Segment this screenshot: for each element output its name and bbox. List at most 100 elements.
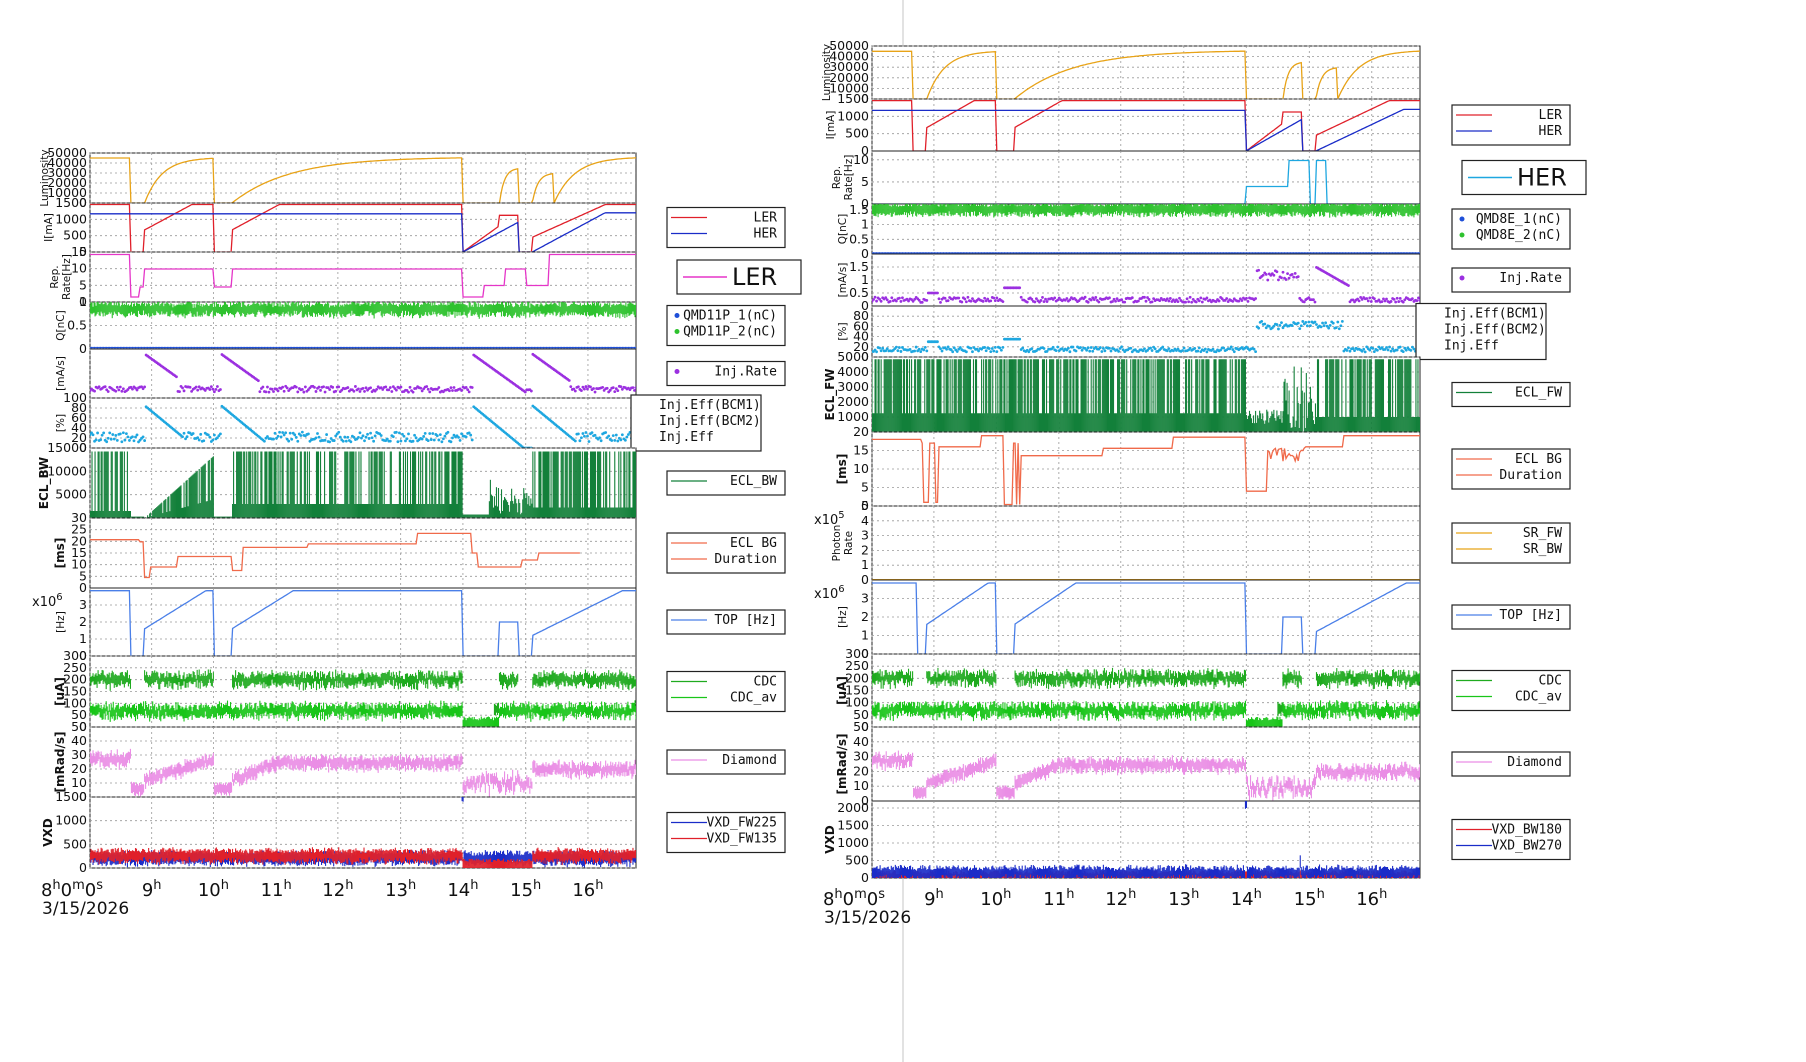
series-inj-rate-point xyxy=(358,390,362,393)
series-qmd11p-1-nc--point xyxy=(418,346,421,349)
series-inj-eff-point xyxy=(349,440,353,444)
legend-label: QMD11P_1(nC) xyxy=(683,309,777,324)
series-inj-rate-point xyxy=(573,389,577,393)
series-inj-rate-point xyxy=(369,386,372,390)
legend-label: Inj.Rate xyxy=(714,365,777,380)
series-qmd11p-1-nc--point xyxy=(535,346,537,349)
series-inj-eff-point xyxy=(323,438,327,442)
series-qmd11p-1-nc--point xyxy=(143,346,146,349)
series-qmd11p-1-nc--point xyxy=(525,346,528,349)
series-inj-eff-point xyxy=(396,440,400,444)
series-inj-eff-point xyxy=(294,436,298,439)
series-inj-eff-point xyxy=(613,438,617,442)
y-tick-label: 40 xyxy=(71,733,87,748)
y-tick-label: 5000 xyxy=(55,487,87,502)
series-qmd11p-1-nc--point xyxy=(491,346,493,349)
series-qmd11p-1-nc--point xyxy=(395,346,398,349)
series-inj-eff-point xyxy=(402,434,406,438)
series-qmd11p-1-nc--point xyxy=(290,346,293,349)
series-inj-eff-point xyxy=(282,433,286,437)
series-qmd11p-1-nc--point xyxy=(450,346,452,349)
series-qmd11p-1-nc--point xyxy=(107,346,110,349)
series-inj-eff-point xyxy=(299,434,303,437)
series-inj-eff-point xyxy=(352,435,356,439)
series-inj-eff-point xyxy=(263,439,266,443)
series-qmd11p-1-nc--point xyxy=(158,346,161,349)
series-inj-eff-point xyxy=(616,439,620,443)
series-inj-rate-point xyxy=(437,386,441,389)
series-inj-rate-point xyxy=(408,385,412,389)
series-qmd11p-1-nc--point xyxy=(542,346,545,349)
series-qmd11p-1-nc--point xyxy=(609,346,612,349)
series-qmd11p-1-nc--point xyxy=(472,346,475,349)
series-qmd11p-1-nc--point xyxy=(152,346,155,349)
series-inj-eff-point xyxy=(338,435,342,439)
series-qmd11p-1-nc--point xyxy=(565,346,568,349)
series-qmd11p-1-nc--point xyxy=(363,346,366,349)
series-inj-rate-point xyxy=(425,385,429,388)
series-inj-rate-point xyxy=(216,385,219,388)
series-qmd11p-1-nc--point xyxy=(615,346,618,349)
series-inj-eff-point xyxy=(372,439,376,443)
series-inj-eff-point xyxy=(325,433,328,436)
series-qmd11p-1-nc--point xyxy=(463,346,466,349)
series-qmd11p-1-nc--point xyxy=(619,346,622,349)
series-inj-rate-point xyxy=(407,390,410,394)
y-tick-label: 80 xyxy=(71,400,87,415)
series-inj-eff-point xyxy=(358,431,362,435)
series-qmd11p-1-nc--point xyxy=(257,346,260,349)
y-tick-label: 10000 xyxy=(47,185,87,200)
series-inj-rate-point xyxy=(605,386,609,390)
series-qmd11p-1-nc--point xyxy=(556,346,559,349)
series-inj-eff-point xyxy=(111,433,115,436)
series-qmd11p-1-nc--point xyxy=(383,346,386,349)
series-inj-eff-point xyxy=(373,434,377,438)
legend-box xyxy=(666,749,786,775)
series-inj-eff-point xyxy=(108,431,112,435)
series-layer xyxy=(90,352,636,394)
legend-box xyxy=(666,609,786,635)
series-qmd11p-1-nc--point xyxy=(595,346,598,349)
series-qmd11p-1-nc--point xyxy=(196,346,199,349)
series-inj-rate-point xyxy=(411,390,415,394)
series-qmd11p-1-nc--point xyxy=(245,346,248,349)
series-inj-rate-point xyxy=(302,390,306,394)
series-inj-rate-point xyxy=(529,389,533,393)
legend-label: Duration xyxy=(714,552,777,567)
series-inj-eff-point xyxy=(216,436,219,440)
series-inj-eff-point xyxy=(369,431,372,435)
series-inj-rate-point xyxy=(390,390,394,393)
series-inj-eff-point xyxy=(278,430,281,434)
series-inj-rate-point xyxy=(620,387,624,391)
series-qmd11p-1-nc--point xyxy=(309,346,311,349)
series-inj-rate-point xyxy=(211,387,215,391)
series-inj-rate-point xyxy=(319,388,322,392)
series-inj-rate-point xyxy=(352,389,356,393)
series-inj-rate-point xyxy=(264,390,268,394)
series-qmd11p-1-nc--point xyxy=(90,346,91,349)
series-inj-rate-point xyxy=(363,390,366,393)
series-inj-rate-point xyxy=(608,388,612,392)
series-qmd11p-1-nc--point xyxy=(434,346,437,349)
series-inj-eff-point xyxy=(440,440,444,444)
plot-frame xyxy=(89,251,637,303)
series-qmd11p-1-nc--point xyxy=(616,346,619,349)
series-qmd11p-1-nc--point xyxy=(368,346,370,349)
y-tick-label: 0 xyxy=(79,860,87,875)
series-qmd11p-1-nc--point xyxy=(380,346,383,349)
series-qmd11p-1-nc--point xyxy=(328,346,331,349)
series-inj-rate-point xyxy=(399,385,403,389)
series-inj-rate-point xyxy=(354,385,357,388)
legend-box xyxy=(666,360,786,387)
series-qmd11p-1-nc--point xyxy=(457,346,460,349)
series-qmd11p-1-nc--point xyxy=(560,346,563,349)
series-qmd11p-1-nc--point xyxy=(580,346,583,349)
series-qmd11p-1-nc--point xyxy=(471,346,474,349)
series-qmd11p-1-nc--point xyxy=(266,346,269,349)
series-inj-rate-point xyxy=(633,388,636,392)
series-inj-rate-point xyxy=(322,385,325,389)
series-qmd11p-1-nc--point xyxy=(454,346,457,349)
series-qmd11p-1-nc--point xyxy=(474,346,477,349)
series-qmd11p-1-nc--point xyxy=(600,346,603,349)
